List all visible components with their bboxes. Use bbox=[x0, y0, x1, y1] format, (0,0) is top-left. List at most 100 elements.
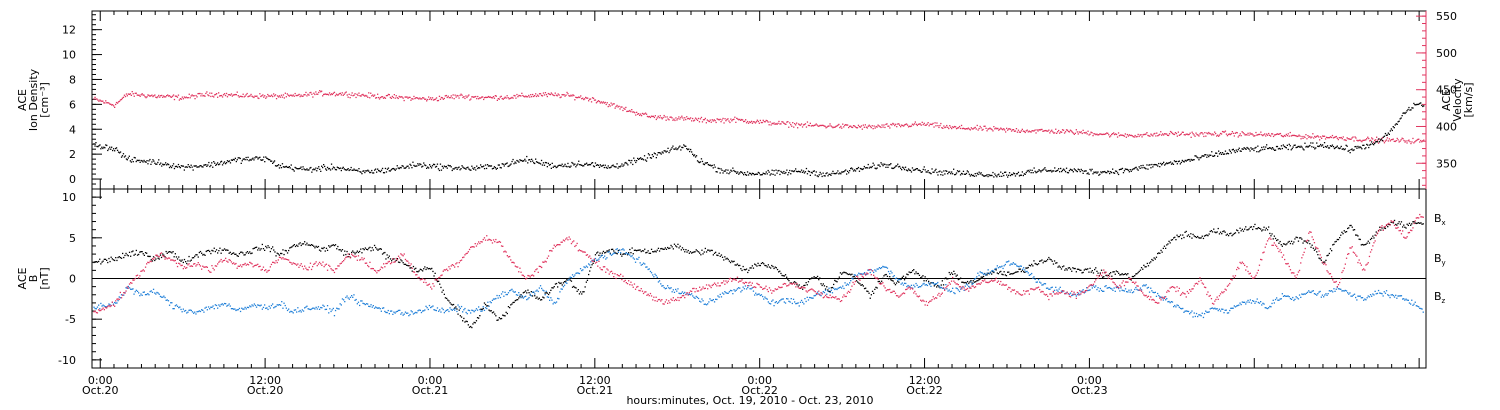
data-point bbox=[1159, 133, 1161, 136]
data-point bbox=[831, 126, 833, 128]
data-point bbox=[272, 95, 274, 98]
data-point bbox=[427, 98, 429, 101]
data-point bbox=[1201, 132, 1203, 134]
data-point bbox=[921, 276, 923, 278]
data-point bbox=[267, 93, 269, 96]
data-point bbox=[1055, 128, 1057, 130]
data-point bbox=[725, 258, 727, 260]
data-point bbox=[192, 169, 194, 171]
data-point bbox=[561, 163, 563, 165]
data-point bbox=[256, 156, 258, 158]
data-point bbox=[377, 249, 379, 251]
data-point bbox=[446, 297, 448, 300]
data-point bbox=[754, 294, 756, 296]
data-point bbox=[551, 93, 553, 95]
data-point bbox=[1268, 132, 1270, 135]
data-point bbox=[1080, 131, 1082, 133]
data-point bbox=[728, 173, 730, 175]
data-point bbox=[819, 124, 821, 127]
data-point bbox=[1272, 148, 1275, 150]
data-point bbox=[1250, 147, 1252, 149]
data-point bbox=[179, 306, 181, 308]
data-point bbox=[554, 92, 556, 94]
data-point bbox=[957, 278, 959, 281]
data-point bbox=[132, 93, 134, 95]
data-point bbox=[1304, 136, 1306, 139]
data-point bbox=[228, 94, 231, 96]
data-point bbox=[716, 171, 718, 173]
data-point bbox=[830, 125, 832, 127]
data-point bbox=[348, 253, 350, 255]
data-point bbox=[126, 254, 128, 256]
data-point bbox=[1104, 271, 1106, 273]
data-point bbox=[1160, 249, 1162, 252]
data-point bbox=[1089, 168, 1091, 171]
data-point bbox=[228, 160, 231, 162]
data-point bbox=[1218, 153, 1221, 155]
data-point bbox=[1011, 129, 1014, 131]
data-point bbox=[462, 320, 464, 322]
data-point bbox=[685, 249, 687, 251]
data-point bbox=[861, 168, 863, 171]
data-point bbox=[519, 95, 521, 97]
data-point bbox=[521, 92, 523, 94]
data-point bbox=[140, 94, 142, 96]
data-point bbox=[955, 173, 957, 176]
data-point bbox=[644, 248, 646, 250]
data-point bbox=[1167, 134, 1170, 137]
data-point bbox=[283, 97, 285, 99]
data-point bbox=[423, 97, 425, 99]
data-point bbox=[189, 309, 191, 311]
data-point bbox=[894, 166, 896, 168]
data-point bbox=[1118, 272, 1120, 274]
data-point bbox=[577, 289, 579, 291]
data-point bbox=[99, 144, 101, 146]
data-point bbox=[1329, 136, 1332, 138]
data-point bbox=[1254, 147, 1256, 149]
data-point bbox=[226, 160, 229, 162]
data-point bbox=[910, 125, 913, 127]
data-point bbox=[234, 308, 236, 310]
data-point bbox=[634, 112, 636, 114]
data-point bbox=[960, 172, 963, 175]
data-point bbox=[269, 95, 271, 97]
data-point bbox=[1014, 130, 1017, 132]
data-point bbox=[325, 308, 328, 310]
data-point bbox=[694, 251, 696, 253]
data-point bbox=[1067, 267, 1069, 269]
data-point bbox=[580, 164, 582, 166]
data-point bbox=[1329, 248, 1332, 250]
data-point bbox=[1165, 247, 1167, 249]
data-point bbox=[567, 93, 569, 95]
data-point bbox=[651, 115, 653, 118]
data-point bbox=[141, 294, 143, 296]
data-point bbox=[1090, 131, 1092, 133]
data-point bbox=[331, 309, 333, 311]
data-point bbox=[1105, 171, 1107, 174]
data-point bbox=[795, 303, 797, 305]
data-point bbox=[1332, 137, 1335, 139]
data-point bbox=[1354, 146, 1356, 148]
data-point bbox=[321, 247, 323, 249]
data-point bbox=[217, 252, 219, 254]
data-point bbox=[396, 310, 399, 312]
data-point bbox=[346, 295, 348, 297]
data-point bbox=[744, 172, 746, 174]
data-point bbox=[104, 102, 106, 104]
data-point bbox=[1213, 134, 1215, 136]
data-point bbox=[1211, 134, 1213, 136]
data-point bbox=[315, 245, 317, 247]
data-point bbox=[201, 309, 203, 311]
data-point bbox=[1155, 256, 1158, 258]
data-point bbox=[761, 174, 763, 176]
data-point bbox=[1271, 148, 1273, 150]
data-point bbox=[681, 291, 684, 293]
data-point bbox=[497, 98, 499, 100]
data-point bbox=[442, 167, 444, 169]
data-point bbox=[539, 285, 542, 287]
data-point bbox=[423, 310, 425, 312]
data-point bbox=[412, 98, 414, 100]
data-point bbox=[750, 174, 753, 176]
data-point bbox=[309, 308, 312, 311]
data-point bbox=[106, 259, 108, 261]
